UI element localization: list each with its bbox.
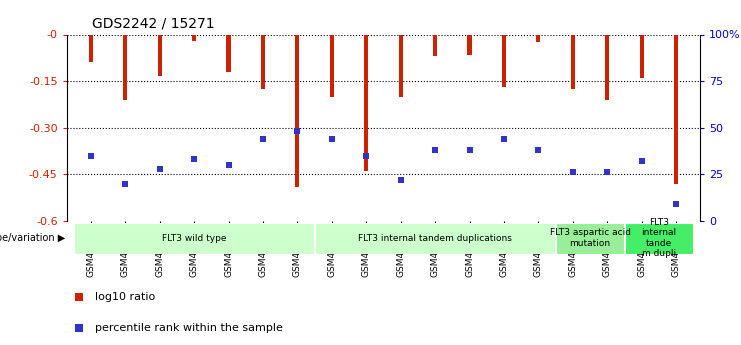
Bar [433, 34, 437, 56]
Bar [639, 34, 644, 78]
Bar [502, 34, 506, 87]
Text: GDS2242 / 15271: GDS2242 / 15271 [92, 16, 215, 30]
Text: FLT3
internal
tande
m dupli: FLT3 internal tande m dupli [642, 218, 677, 258]
Bar [536, 34, 540, 42]
Bar [625, 223, 693, 254]
Text: FLT3 aspartic acid
mutation: FLT3 aspartic acid mutation [550, 228, 631, 248]
Bar [296, 34, 299, 187]
Bar [192, 34, 196, 41]
Bar [227, 34, 230, 72]
Bar [315, 223, 555, 254]
Bar [468, 34, 471, 55]
Bar [556, 223, 624, 254]
Bar [74, 223, 314, 254]
Bar [261, 34, 265, 89]
Bar [158, 34, 162, 77]
Bar [674, 34, 678, 184]
Text: log10 ratio: log10 ratio [95, 292, 156, 302]
Bar [399, 34, 403, 97]
Text: FLT3 internal tandem duplications: FLT3 internal tandem duplications [358, 234, 512, 243]
Bar [364, 34, 368, 171]
Bar [571, 34, 575, 89]
Text: FLT3 wild type: FLT3 wild type [162, 234, 226, 243]
Text: percentile rank within the sample: percentile rank within the sample [95, 323, 283, 333]
Bar [123, 34, 127, 100]
Text: genotype/variation ▶: genotype/variation ▶ [0, 233, 65, 243]
Bar [89, 34, 93, 62]
Bar [330, 34, 334, 97]
Bar [605, 34, 609, 100]
